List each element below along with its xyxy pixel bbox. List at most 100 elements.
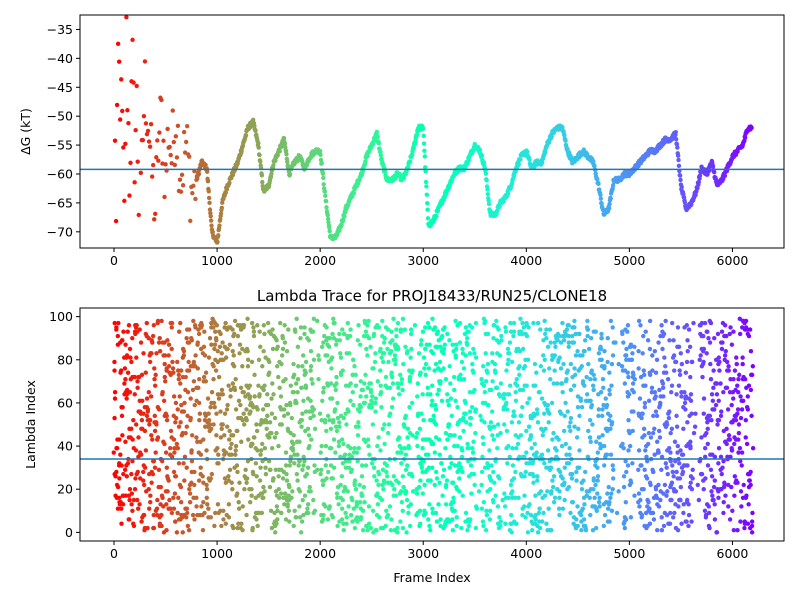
lambda-point: [712, 517, 718, 522]
free-energy-point: [154, 155, 159, 160]
lambda-point: [748, 469, 753, 475]
lambda-point: [596, 435, 602, 440]
lambda-point: [566, 344, 571, 350]
lambda-point: [192, 482, 197, 488]
lambda-point: [624, 346, 629, 352]
lambda-point: [206, 411, 211, 416]
lambda-point: [216, 452, 221, 457]
lambda-point: [472, 351, 477, 356]
lambda-point: [384, 469, 389, 475]
x-tick-label: 0: [110, 546, 118, 561]
lambda-point: [300, 467, 305, 473]
lambda-point: [663, 318, 668, 324]
lambda-point: [158, 512, 164, 518]
lambda-point: [370, 508, 376, 513]
lambda-point: [607, 392, 612, 397]
lambda-point: [737, 372, 742, 378]
lambda-point: [254, 474, 259, 479]
lambda-point: [655, 448, 661, 453]
lambda-point: [330, 515, 336, 520]
lambda-point: [699, 435, 704, 440]
lambda-point: [205, 396, 211, 401]
lambda-point: [538, 489, 544, 494]
free-energy-point: [413, 139, 418, 144]
lambda-point: [343, 510, 348, 516]
lambda-point: [267, 420, 273, 425]
free-energy-point: [423, 165, 428, 170]
lambda-point: [665, 489, 670, 494]
lambda-point: [294, 471, 300, 477]
lambda-point: [385, 430, 391, 436]
lambda-point: [582, 383, 587, 388]
lambda-point: [162, 361, 167, 367]
lambda-point: [341, 528, 346, 533]
lambda-point: [379, 405, 384, 410]
lambda-point: [176, 372, 182, 378]
lambda-point: [581, 517, 587, 522]
lambda-point: [647, 346, 653, 352]
lambda-point: [478, 413, 483, 419]
lambda-point: [729, 448, 735, 453]
free-energy-point: [207, 207, 213, 212]
lambda-point: [545, 448, 551, 453]
lambda-point: [321, 340, 326, 345]
lambda-point: [724, 441, 729, 447]
lambda-point: [418, 370, 423, 375]
lambda-point: [460, 469, 465, 475]
lambda-point: [203, 379, 209, 384]
lambda-point: [750, 364, 756, 369]
lambda-point: [595, 491, 600, 496]
lambda-point: [127, 517, 132, 522]
lambda-point: [696, 497, 702, 503]
lambda-point: [117, 476, 122, 481]
free-energy-point: [191, 183, 196, 189]
lambda-point: [125, 461, 131, 466]
lambda-point: [228, 394, 233, 399]
lambda-point: [497, 515, 502, 520]
x-tick-label: 1000: [201, 546, 233, 561]
lambda-point: [738, 394, 743, 399]
lambda-point: [543, 426, 548, 432]
lambda-point: [394, 333, 399, 339]
free-energy-point: [281, 136, 287, 141]
lambda-point: [154, 422, 159, 427]
lambda-point: [348, 512, 354, 518]
lambda-point: [290, 448, 296, 453]
lambda-point: [146, 487, 151, 492]
lambda-point: [331, 465, 337, 470]
lambda-point: [594, 439, 599, 444]
lambda-point: [466, 329, 471, 334]
lambda-point: [140, 398, 145, 403]
lambda-point: [484, 512, 490, 518]
lambda-point: [282, 491, 288, 496]
lambda-point: [717, 359, 722, 365]
lambda-point: [714, 381, 720, 386]
lambda-point: [463, 353, 468, 358]
lambda-point: [517, 454, 522, 460]
lambda-point: [442, 325, 447, 330]
lambda-point: [580, 506, 585, 511]
lambda-point: [398, 329, 403, 334]
lambda-point: [407, 405, 412, 410]
lambda-point: [671, 338, 676, 343]
lambda-point: [432, 450, 438, 455]
lambda-point: [276, 374, 281, 380]
lambda-point: [735, 407, 741, 412]
lambda-point: [265, 320, 271, 326]
lambda-point: [175, 510, 180, 516]
free-energy-point: [282, 141, 288, 146]
lambda-point: [287, 484, 292, 490]
lambda-point: [213, 368, 219, 373]
lambda-point: [534, 454, 539, 460]
lambda-point: [595, 474, 601, 479]
lambda-point: [743, 318, 749, 324]
lambda-point: [736, 430, 742, 436]
lambda-point: [150, 437, 155, 442]
lambda-point: [532, 413, 537, 419]
lambda-point: [688, 398, 694, 403]
lambda-point: [354, 515, 360, 520]
lambda-point: [511, 476, 517, 481]
lambda-point: [280, 336, 286, 341]
lambda-point: [577, 448, 582, 453]
lambda-point: [258, 344, 263, 350]
